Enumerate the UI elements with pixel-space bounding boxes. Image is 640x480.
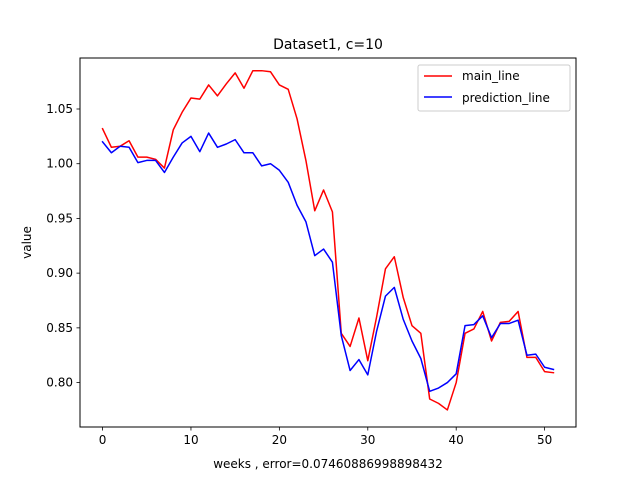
y-axis: 0.80 0.85 0.90 0.95 1.00 1.05 <box>46 102 80 390</box>
y-tick-label: 0.85 <box>46 321 73 335</box>
legend: main_line prediction_line <box>417 64 571 112</box>
y-tick-label: 1.00 <box>46 157 73 171</box>
x-tick-label: 40 <box>449 433 464 447</box>
x-axis: 0 10 20 30 40 50 <box>99 427 552 447</box>
x-tick-label: 10 <box>183 433 198 447</box>
y-tick-label: 1.05 <box>46 102 73 116</box>
y-axis-label: value <box>20 226 34 259</box>
y-tick-label: 0.95 <box>46 211 73 225</box>
x-axis-label: weeks , error=0.07460886998898432 <box>213 457 443 471</box>
chart-title: Dataset1, c=10 <box>273 37 383 53</box>
legend-label-prediction: prediction_line <box>462 91 550 105</box>
y-tick-label: 0.90 <box>46 266 73 280</box>
legend-box <box>417 64 571 112</box>
x-tick-label: 0 <box>99 433 107 447</box>
x-tick-label: 20 <box>272 433 287 447</box>
series-layer <box>101 69 555 411</box>
y-tick-label: 0.80 <box>46 376 73 390</box>
plot-frame <box>79 57 577 428</box>
x-tick-label: 30 <box>360 433 375 447</box>
series-line-prediction-line <box>101 132 555 393</box>
plot-area <box>80 58 576 427</box>
legend-label-main: main_line <box>462 69 520 83</box>
x-tick-label: 50 <box>537 433 552 447</box>
